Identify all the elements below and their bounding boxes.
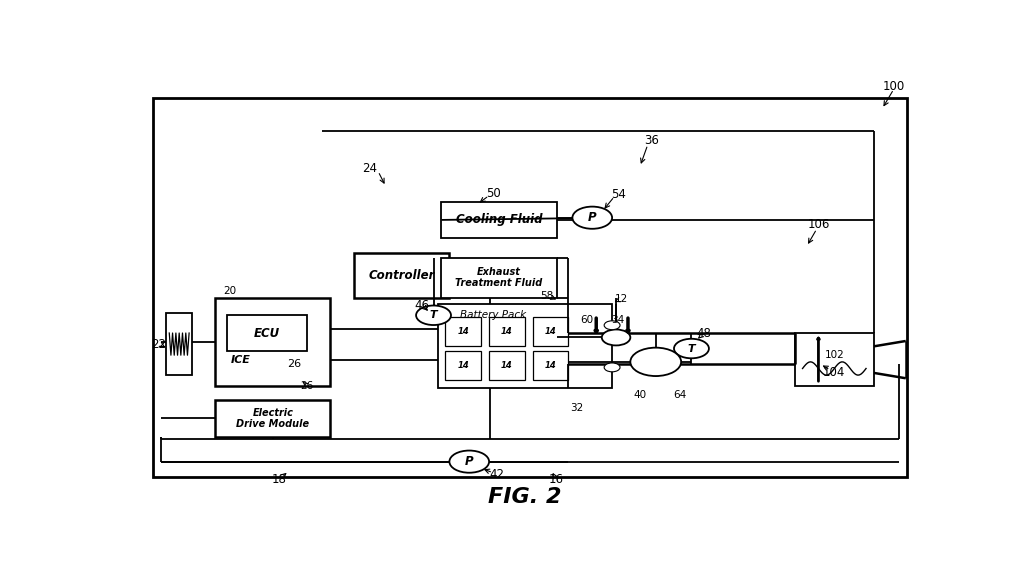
- Text: 106: 106: [807, 218, 829, 231]
- Bar: [445, 351, 481, 380]
- Bar: [354, 253, 450, 298]
- Text: 100: 100: [883, 81, 905, 93]
- Text: 22: 22: [151, 338, 166, 351]
- Bar: [445, 317, 481, 346]
- Text: 54: 54: [611, 188, 626, 200]
- Text: T: T: [430, 310, 437, 320]
- Text: P: P: [465, 455, 473, 468]
- Text: ICE: ICE: [231, 355, 251, 365]
- Bar: [441, 257, 557, 298]
- Text: 12: 12: [615, 294, 629, 304]
- Circle shape: [631, 348, 681, 376]
- Bar: [532, 317, 568, 346]
- Bar: [154, 98, 907, 477]
- Text: P: P: [588, 211, 597, 224]
- Text: 26: 26: [287, 359, 301, 369]
- Text: FIG. 2: FIG. 2: [488, 487, 561, 507]
- Text: 26: 26: [300, 381, 313, 391]
- Text: 14: 14: [458, 361, 469, 370]
- Text: 14: 14: [458, 327, 469, 336]
- Text: 40: 40: [633, 390, 646, 400]
- Text: 42: 42: [489, 468, 505, 482]
- Text: 50: 50: [485, 187, 501, 200]
- Text: 58: 58: [541, 291, 554, 301]
- Bar: [489, 317, 524, 346]
- Circle shape: [416, 305, 451, 325]
- Bar: [215, 298, 331, 386]
- Bar: [795, 333, 874, 386]
- Text: 102: 102: [824, 350, 844, 360]
- Text: 16: 16: [549, 473, 564, 486]
- Circle shape: [604, 363, 621, 372]
- Bar: [323, 131, 874, 455]
- Circle shape: [572, 207, 612, 229]
- Text: Controller: Controller: [369, 269, 435, 282]
- Bar: [227, 315, 306, 351]
- Text: Electric
Drive Module: Electric Drive Module: [237, 408, 309, 429]
- Text: 36: 36: [644, 134, 659, 146]
- Text: Battery Pack: Battery Pack: [460, 310, 526, 320]
- Circle shape: [674, 339, 709, 358]
- Text: 48: 48: [696, 327, 712, 340]
- Text: T: T: [688, 343, 695, 354]
- Text: 14: 14: [545, 327, 556, 336]
- Circle shape: [602, 329, 631, 346]
- Text: ECU: ECU: [254, 327, 280, 339]
- Text: 60: 60: [581, 314, 593, 325]
- Text: 14: 14: [501, 327, 513, 336]
- Text: 24: 24: [362, 162, 378, 176]
- Bar: [215, 400, 331, 437]
- Text: 14: 14: [545, 361, 556, 370]
- Bar: [532, 351, 568, 380]
- Text: 14: 14: [501, 361, 513, 370]
- Circle shape: [450, 450, 489, 473]
- Text: 34: 34: [611, 314, 625, 325]
- Bar: [437, 304, 612, 388]
- Text: 64: 64: [673, 390, 686, 400]
- Bar: [323, 176, 676, 455]
- Text: 46: 46: [414, 298, 429, 312]
- Bar: [166, 313, 193, 375]
- Text: 104: 104: [823, 366, 846, 380]
- Text: Cooling Fluid: Cooling Fluid: [456, 214, 543, 226]
- Bar: [441, 202, 557, 238]
- Text: 32: 32: [569, 403, 583, 414]
- Text: 18: 18: [271, 473, 287, 486]
- Circle shape: [604, 321, 621, 329]
- Bar: [489, 351, 524, 380]
- Text: 20: 20: [223, 286, 237, 296]
- Text: Exhaust
Treatment Fluid: Exhaust Treatment Fluid: [456, 267, 543, 289]
